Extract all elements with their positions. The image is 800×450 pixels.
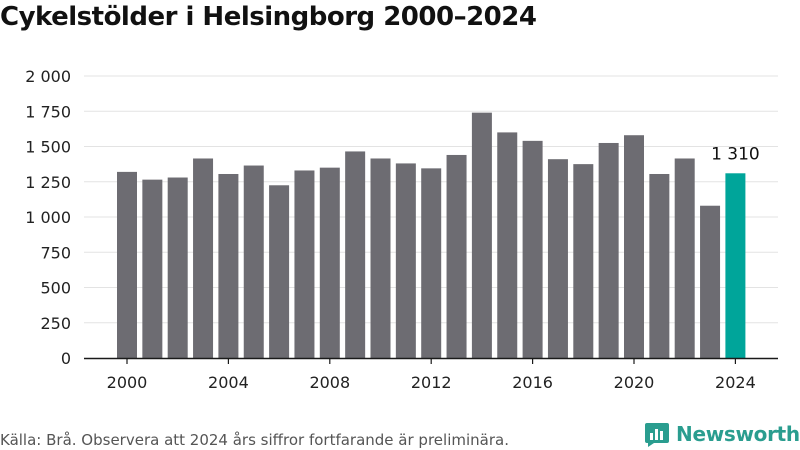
brand-name: Newsworthy [676, 422, 800, 446]
bar-2002 [167, 177, 188, 358]
x-tick-label: 2008 [309, 373, 350, 392]
x-tick-label: 2020 [614, 373, 655, 392]
bar-2001 [142, 179, 163, 358]
y-axis-ticks: 0 250 500 750 1 000 1 250 1 500 1 750 2 000 [25, 67, 71, 368]
bar-2005 [243, 165, 264, 358]
bar-2012 [421, 168, 442, 358]
bar-2016 [522, 140, 543, 358]
bar-2022 [674, 158, 695, 358]
newsworthy-logo[interactable]: Newsworthy [644, 420, 800, 448]
y-tick-label: 1 250 [25, 173, 71, 192]
bar-2018 [573, 164, 594, 358]
y-tick-label: 750 [40, 243, 71, 262]
bar-2003 [193, 158, 214, 358]
chart-title: Cykelstölder i Helsingborg 2000–2024 [0, 2, 537, 32]
y-tick-label: 1 000 [25, 208, 71, 227]
x-tick-label: 2012 [411, 373, 452, 392]
x-axis-ticks: 2000 2004 2008 2012 2016 2020 2024 [107, 358, 756, 392]
x-tick-label: 2016 [512, 373, 553, 392]
bar-2020 [624, 135, 644, 358]
data-labels: 1 310 [711, 144, 760, 164]
bar-2021 [649, 173, 670, 358]
bar-2007 [294, 170, 315, 358]
y-tick-label: 0 [61, 349, 71, 368]
bar-2014 [471, 112, 492, 358]
bar-2006 [269, 185, 290, 358]
newsworthy-logo-icon [645, 423, 669, 447]
bar-2015 [497, 132, 518, 358]
bar-2017 [547, 159, 568, 358]
bar-2023 [700, 205, 721, 358]
bar-2024 [725, 173, 746, 358]
bar-2008 [319, 167, 340, 358]
bar-2000 [117, 171, 137, 358]
y-tick-label: 1 750 [25, 102, 71, 121]
bar-2009 [345, 151, 366, 358]
x-tick-label: 2004 [208, 373, 249, 392]
data-label-highlight: 1 310 [711, 144, 760, 164]
y-tick-label: 2 000 [25, 67, 71, 86]
bar-chart: 0 250 500 750 1 000 1 250 1 500 1 750 2 000 2000… [25, 67, 778, 392]
bar-2013 [446, 154, 467, 358]
x-tick-label: 2000 [107, 373, 148, 392]
source-note: Källa: Brå. Observera att 2024 års siffr… [0, 431, 509, 449]
bar-2004 [218, 173, 239, 358]
x-tick-label: 2024 [715, 373, 756, 392]
bars [117, 112, 746, 358]
y-tick-label: 500 [40, 279, 71, 298]
bar-2010 [370, 158, 391, 358]
y-tick-label: 250 [40, 314, 71, 333]
bar-2011 [395, 163, 416, 358]
bar-2019 [598, 142, 619, 358]
y-tick-label: 1 500 [25, 138, 71, 157]
